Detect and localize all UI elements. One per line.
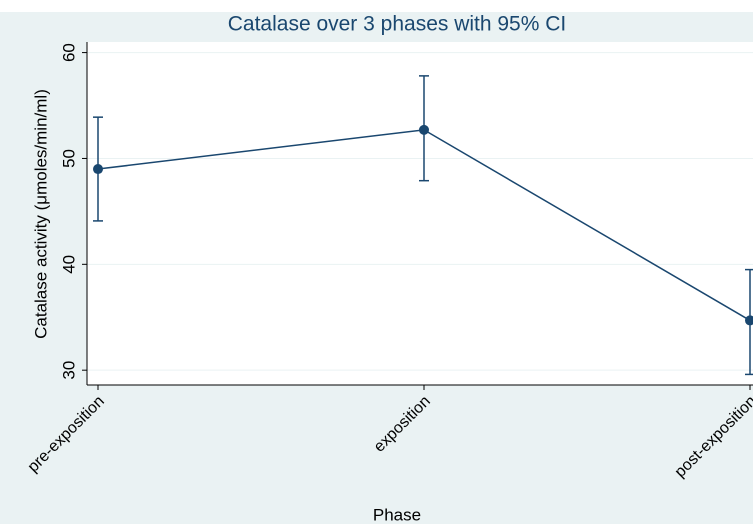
y-tick-label: 60 <box>59 43 78 62</box>
data-point <box>93 164 103 175</box>
y-axis-title: Catalase activity (μmoles/min/ml) <box>31 89 50 339</box>
x-axis-title: Phase <box>373 505 421 524</box>
y-tick-label: 40 <box>59 255 78 274</box>
chart-title: Catalase over 3 phases with 95% CI <box>228 13 567 36</box>
plot-region <box>87 42 753 385</box>
y-tick-label: 50 <box>59 149 78 168</box>
data-point <box>419 124 429 135</box>
y-tick-label: 30 <box>59 361 78 380</box>
data-point <box>745 315 753 326</box>
